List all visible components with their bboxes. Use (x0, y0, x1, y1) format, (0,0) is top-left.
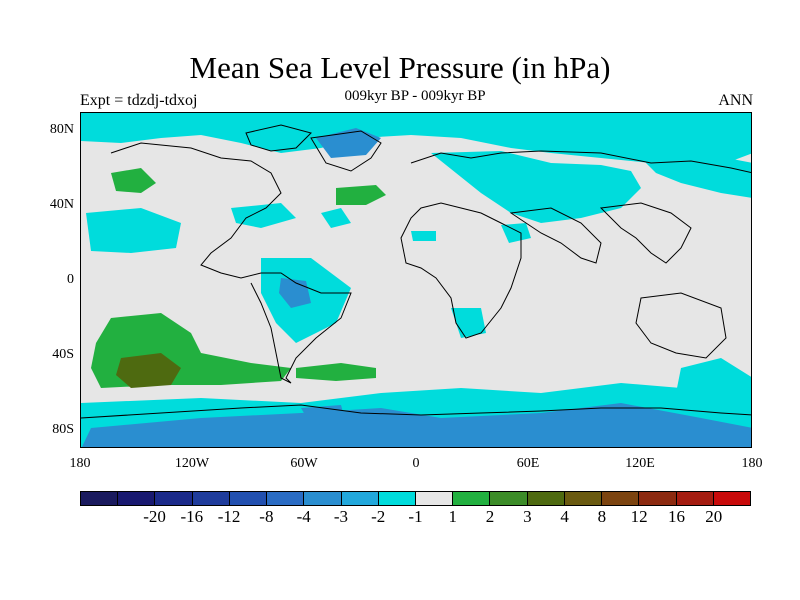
y-tick-label: 80N (49, 122, 74, 137)
x-tick-label: 60W (290, 456, 318, 471)
colorbar-swatch (81, 492, 119, 505)
x-tick-label: 120W (174, 456, 210, 471)
colorbar-swatch (304, 492, 342, 505)
green-regions (91, 168, 386, 388)
colorbar (80, 491, 751, 506)
colorbar-swatch (490, 492, 528, 505)
colorbar-label: 1 (448, 507, 458, 526)
colorbar-label: 8 (597, 507, 607, 526)
colorbar-label: -16 (180, 507, 204, 526)
colorbar-swatch (527, 492, 565, 505)
experiment-label: Expt = tdzdj-tdxoj (80, 92, 198, 109)
colorbar-label: -8 (259, 507, 274, 526)
dark-green-region (116, 353, 181, 388)
colorbar-label: -4 (296, 507, 311, 526)
y-tick-label: 0 (67, 272, 74, 287)
colorbar-label: 12 (630, 507, 648, 526)
map-title: Mean Sea Level Pressure (in hPa) (189, 50, 611, 85)
x-tick-label: 180 (69, 456, 91, 471)
map-canvas (81, 113, 751, 447)
colorbar-label: -2 (371, 507, 386, 526)
colorbar-label: 3 (523, 507, 532, 526)
colorbar-swatch (378, 492, 416, 505)
x-tick-label: 120E (625, 456, 655, 471)
colorbar-swatch (713, 492, 750, 505)
colorbar-swatch (676, 492, 714, 505)
y-tick-label: 40S (52, 347, 74, 362)
colorbar-swatch (639, 492, 677, 505)
colorbar-swatch (341, 492, 379, 505)
colorbar-swatch (155, 492, 193, 505)
colorbar-label: 20 (705, 507, 723, 526)
coastlines (81, 124, 751, 419)
colorbar-label: -20 (143, 507, 166, 526)
colorbar-swatch (564, 492, 603, 505)
colorbar-swatch (453, 492, 491, 505)
colorbar-label: -1 (408, 507, 423, 526)
colorbar-swatch (415, 492, 454, 505)
colorbar-swatch (229, 492, 268, 505)
colorbar-label: 16 (667, 507, 685, 526)
season-label: ANN (718, 92, 753, 109)
colorbar-label: 4 (560, 507, 569, 526)
colorbar-label: -3 (333, 507, 349, 526)
colorbar-label: -12 (217, 507, 241, 526)
colorbar-label: 2 (485, 507, 495, 526)
blue-regions (81, 128, 751, 447)
colorbar-swatch (118, 492, 156, 505)
colorbar-swatch (192, 492, 230, 505)
x-tick-label: 0 (412, 456, 420, 471)
x-tick-label: 180 (741, 456, 763, 471)
map-subtitle: 009kyr BP - 009kyr BP (344, 88, 486, 104)
colorbar-swatch (267, 492, 305, 505)
y-tick-label: 40N (49, 197, 74, 212)
y-tick-label: 80S (52, 422, 74, 437)
x-tick-label: 60E (516, 456, 540, 471)
pressure-map (80, 112, 752, 448)
colorbar-swatch (602, 492, 640, 505)
